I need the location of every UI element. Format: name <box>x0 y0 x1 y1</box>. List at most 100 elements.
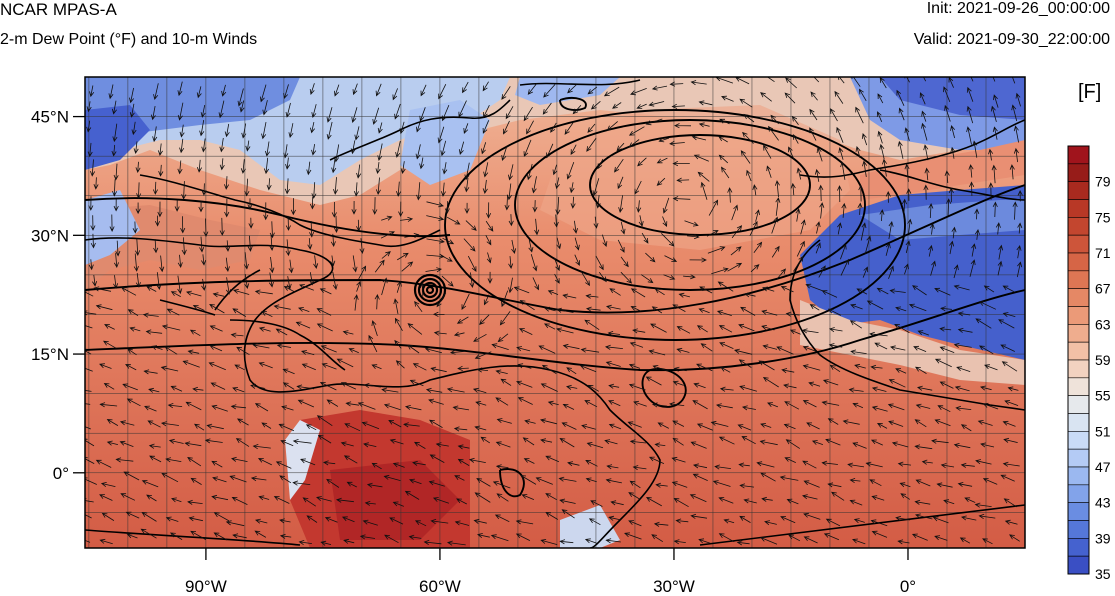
wind-arrow <box>870 519 888 527</box>
wind-arrow <box>830 108 838 122</box>
wind-arrow <box>698 538 711 544</box>
wind-arrow <box>928 202 934 219</box>
wind-arrow <box>802 494 818 500</box>
wind-arrow <box>979 345 994 355</box>
wind-arrow <box>984 364 998 371</box>
wind-arrow <box>998 244 1004 260</box>
wind-arrow <box>662 216 668 228</box>
wind-arrow <box>605 304 621 310</box>
colorbar-swatch <box>1067 377 1090 396</box>
wind-arrow <box>792 133 799 144</box>
wind-arrow <box>608 383 620 389</box>
wind-arrow <box>104 324 115 330</box>
wind-arrow <box>269 221 275 239</box>
wind-arrow <box>298 307 310 312</box>
wind-arrow <box>972 140 978 158</box>
wind-arrow <box>353 182 359 197</box>
wind-arrow <box>760 92 772 102</box>
wind-arrow <box>810 91 818 101</box>
wind-arrow <box>818 184 824 202</box>
wind-arrow <box>656 177 666 186</box>
wind-arrow <box>988 148 994 161</box>
wind-arrow <box>87 142 93 158</box>
wind-arrow <box>556 307 574 313</box>
wind-arrow <box>416 119 422 133</box>
wind-arrow <box>741 436 756 445</box>
wind-arrow <box>651 402 668 408</box>
wind-arrow <box>743 113 755 123</box>
wind-arrow <box>115 457 134 463</box>
wind-arrow <box>842 419 860 425</box>
wind-arrow <box>108 84 114 100</box>
wind-arrow <box>157 143 163 157</box>
wind-arrow <box>630 306 641 312</box>
wind-arrow <box>456 498 467 505</box>
wind-arrow <box>719 342 734 349</box>
wind-arrow <box>86 120 92 133</box>
wind-arrow <box>849 499 863 506</box>
wind-arrow <box>587 123 596 133</box>
wind-arrow <box>698 308 710 314</box>
wind-arrow <box>252 444 271 450</box>
wind-arrow <box>895 515 911 521</box>
lat-label: 15°N <box>31 345 69 364</box>
wind-arrow <box>699 286 713 294</box>
wind-arrow <box>424 347 443 354</box>
wind-arrow <box>180 216 186 234</box>
wind-arrow <box>849 320 863 329</box>
wind-arrow <box>532 200 538 213</box>
wind-arrow <box>1000 344 1015 352</box>
wind-arrow <box>617 176 624 190</box>
wind-arrow <box>934 535 948 541</box>
wind-arrow <box>946 198 952 216</box>
wind-arrow <box>412 363 427 371</box>
wind-arrow <box>381 277 388 296</box>
wind-arrow <box>362 519 378 526</box>
wind-arrow <box>111 100 117 115</box>
wind-arrow <box>494 514 510 523</box>
wind-arrow <box>586 442 604 449</box>
wind-arrow <box>353 294 359 311</box>
wind-arrow <box>545 455 560 463</box>
wind-arrow <box>285 102 291 118</box>
wind-arrow <box>672 161 690 167</box>
wind-arrow <box>796 240 805 257</box>
wind-arrow <box>85 390 92 392</box>
wind-arrow <box>889 288 906 294</box>
wind-arrow <box>921 110 927 122</box>
wind-arrow <box>371 462 382 470</box>
wind-arrow <box>113 199 119 212</box>
wind-arrow <box>553 214 559 228</box>
wind-arrow <box>923 184 929 200</box>
wind-arrow <box>785 439 801 449</box>
wind-arrow <box>811 440 824 445</box>
wind-arrow <box>559 498 576 504</box>
wind-arrow <box>908 303 927 312</box>
wind-arrow <box>168 438 184 444</box>
wind-arrow <box>194 423 205 431</box>
wind-arrow <box>306 161 312 176</box>
wind-arrow <box>115 240 121 257</box>
wind-arrow <box>561 422 577 430</box>
wind-arrow <box>259 84 267 103</box>
wind-arrow <box>534 218 540 236</box>
wind-arrow <box>516 380 533 388</box>
wind-arrow <box>937 405 951 413</box>
wind-arrow <box>88 259 94 271</box>
wind-arrow <box>848 387 864 393</box>
wind-arrow <box>603 86 620 97</box>
wind-arrow <box>409 478 422 485</box>
wind-arrow <box>802 460 817 469</box>
wind-arrow <box>123 471 140 481</box>
wind-arrow <box>477 533 490 539</box>
colorbar-tick-label: 55 <box>1095 388 1111 404</box>
wind-arrow <box>932 516 949 524</box>
wind-arrow <box>224 198 230 218</box>
wind-arrow <box>394 103 401 120</box>
wind-arrow <box>720 166 730 179</box>
wind-arrow <box>85 403 91 405</box>
wind-arrow <box>225 277 231 295</box>
wind-arrow <box>113 253 119 269</box>
wind-arrow <box>992 77 996 82</box>
wind-arrow <box>676 326 691 334</box>
